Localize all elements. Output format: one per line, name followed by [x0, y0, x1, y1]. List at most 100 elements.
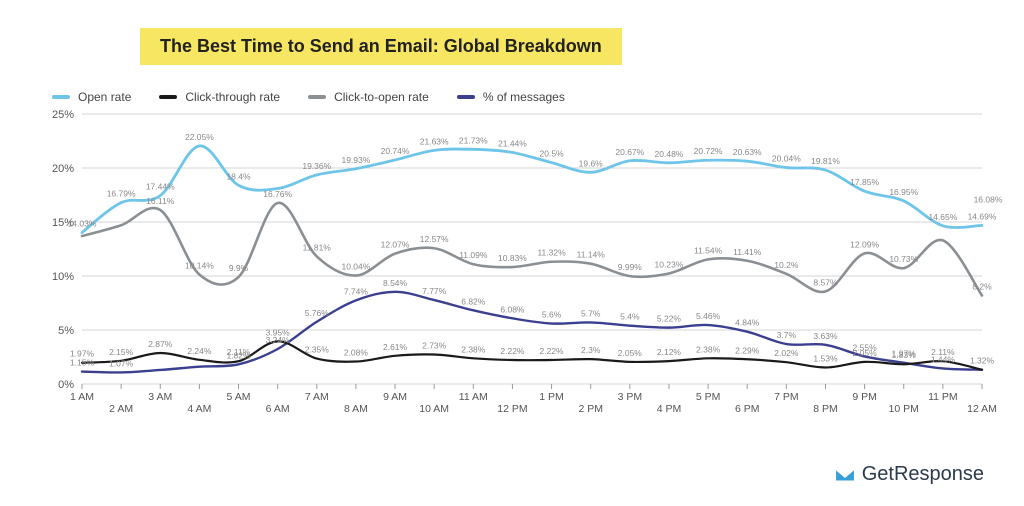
- svg-text:8.54%: 8.54%: [383, 278, 408, 288]
- svg-text:11 AM: 11 AM: [459, 391, 488, 403]
- svg-text:2.35%: 2.35%: [305, 345, 330, 355]
- svg-text:4.84%: 4.84%: [735, 318, 760, 328]
- svg-text:9 AM: 9 AM: [383, 391, 407, 403]
- svg-text:2.38%: 2.38%: [696, 344, 721, 354]
- svg-text:20.72%: 20.72%: [694, 146, 723, 156]
- svg-text:2.61%: 2.61%: [383, 342, 408, 352]
- legend-label: % of messages: [483, 90, 565, 104]
- brand-logo: GetResponse: [834, 463, 984, 486]
- svg-text:8 AM: 8 AM: [344, 403, 368, 415]
- svg-text:11.14%: 11.14%: [577, 250, 606, 260]
- legend-label: Open rate: [78, 90, 131, 104]
- svg-text:3.63%: 3.63%: [813, 331, 838, 341]
- legend-swatch: [457, 95, 475, 99]
- svg-text:3.95%: 3.95%: [266, 327, 291, 337]
- svg-text:2.38%: 2.38%: [461, 344, 486, 354]
- svg-text:2.11%: 2.11%: [931, 347, 955, 357]
- svg-text:19.36%: 19.36%: [302, 161, 331, 171]
- svg-text:2 PM: 2 PM: [578, 403, 603, 415]
- svg-text:2.05%: 2.05%: [853, 348, 878, 358]
- svg-text:1.53%: 1.53%: [813, 353, 838, 363]
- brand-text: GetResponse: [862, 463, 984, 486]
- svg-text:2.05%: 2.05%: [618, 348, 643, 358]
- svg-text:10.2%: 10.2%: [774, 260, 799, 270]
- svg-text:20%: 20%: [52, 163, 74, 175]
- svg-text:0%: 0%: [58, 379, 74, 391]
- svg-text:5 PM: 5 PM: [696, 391, 721, 403]
- svg-text:8.57%: 8.57%: [813, 277, 838, 287]
- svg-text:11.54%: 11.54%: [694, 245, 723, 255]
- svg-text:9 PM: 9 PM: [852, 391, 877, 403]
- svg-text:1.83%: 1.83%: [892, 350, 917, 360]
- svg-text:19.81%: 19.81%: [811, 156, 840, 166]
- svg-text:3.7%: 3.7%: [777, 330, 797, 340]
- svg-text:10.73%: 10.73%: [889, 254, 918, 264]
- svg-text:2.22%: 2.22%: [540, 346, 565, 356]
- svg-text:11.41%: 11.41%: [733, 247, 762, 257]
- svg-text:10 PM: 10 PM: [889, 403, 919, 415]
- svg-text:5%: 5%: [58, 325, 74, 337]
- svg-text:7.77%: 7.77%: [422, 286, 447, 296]
- svg-text:6 PM: 6 PM: [735, 403, 760, 415]
- svg-text:1.15%: 1.15%: [70, 358, 95, 368]
- svg-text:2.22%: 2.22%: [500, 346, 525, 356]
- legend: Open rate Click-through rate Click-to-open…: [52, 90, 565, 104]
- svg-text:2.12%: 2.12%: [657, 347, 682, 357]
- svg-text:12.07%: 12.07%: [381, 240, 410, 250]
- svg-text:16.79%: 16.79%: [107, 189, 136, 199]
- svg-text:25%: 25%: [52, 109, 74, 121]
- svg-text:10%: 10%: [52, 271, 74, 283]
- legend-item: Click-to-open rate: [308, 90, 429, 104]
- svg-text:4 PM: 4 PM: [657, 403, 682, 415]
- series-ctor: [82, 203, 982, 296]
- svg-text:2.15%: 2.15%: [109, 347, 134, 357]
- svg-text:12 AM: 12 AM: [967, 403, 997, 415]
- svg-text:21.44%: 21.44%: [498, 138, 527, 148]
- svg-text:6.08%: 6.08%: [500, 304, 525, 314]
- legend-item: Open rate: [52, 90, 131, 104]
- svg-text:1 AM: 1 AM: [70, 391, 94, 403]
- svg-text:3 PM: 3 PM: [618, 391, 643, 403]
- svg-text:1 PM: 1 PM: [539, 391, 564, 403]
- svg-text:4 AM: 4 AM: [187, 403, 211, 415]
- svg-text:7 AM: 7 AM: [305, 391, 329, 403]
- legend-item: Click-through rate: [159, 90, 280, 104]
- svg-text:14.65%: 14.65%: [928, 212, 957, 222]
- svg-text:14.03%: 14.03%: [68, 218, 97, 228]
- svg-text:5.46%: 5.46%: [696, 311, 721, 321]
- svg-text:16.95%: 16.95%: [889, 187, 918, 197]
- series-open_rate: [82, 146, 982, 233]
- legend-label: Click-to-open rate: [334, 90, 429, 104]
- svg-text:5.7%: 5.7%: [581, 308, 601, 318]
- chart-title: The Best Time to Send an Email: Global B…: [140, 28, 622, 65]
- svg-text:10.23%: 10.23%: [655, 260, 684, 270]
- svg-text:11.09%: 11.09%: [459, 250, 488, 260]
- svg-text:18.4%: 18.4%: [226, 171, 251, 181]
- svg-text:2.3%: 2.3%: [581, 345, 601, 355]
- svg-text:1.07%: 1.07%: [109, 358, 134, 368]
- svg-text:10 AM: 10 AM: [419, 403, 449, 415]
- svg-text:10.83%: 10.83%: [498, 253, 527, 263]
- svg-text:2.87%: 2.87%: [148, 339, 173, 349]
- svg-text:20.74%: 20.74%: [381, 146, 410, 156]
- svg-text:21.73%: 21.73%: [459, 135, 488, 145]
- svg-text:2.29%: 2.29%: [735, 345, 760, 355]
- envelope-icon: [834, 464, 856, 486]
- svg-text:12.09%: 12.09%: [850, 239, 879, 249]
- svg-text:2.11%: 2.11%: [227, 347, 251, 357]
- svg-text:9.9%: 9.9%: [229, 263, 249, 273]
- svg-text:20.48%: 20.48%: [655, 149, 684, 159]
- svg-text:2.73%: 2.73%: [422, 341, 447, 351]
- svg-text:10.14%: 10.14%: [185, 260, 214, 270]
- svg-text:14.69%: 14.69%: [968, 211, 997, 221]
- svg-text:1.32%: 1.32%: [970, 356, 995, 366]
- svg-text:16.11%: 16.11%: [146, 196, 175, 206]
- legend-swatch: [52, 95, 70, 99]
- svg-text:16.76%: 16.76%: [263, 189, 292, 199]
- svg-text:6.82%: 6.82%: [461, 296, 486, 306]
- legend-swatch: [159, 95, 177, 99]
- svg-text:5.76%: 5.76%: [305, 308, 330, 318]
- svg-text:6 AM: 6 AM: [266, 403, 290, 415]
- svg-text:20.04%: 20.04%: [772, 154, 801, 164]
- svg-text:2.08%: 2.08%: [344, 348, 369, 358]
